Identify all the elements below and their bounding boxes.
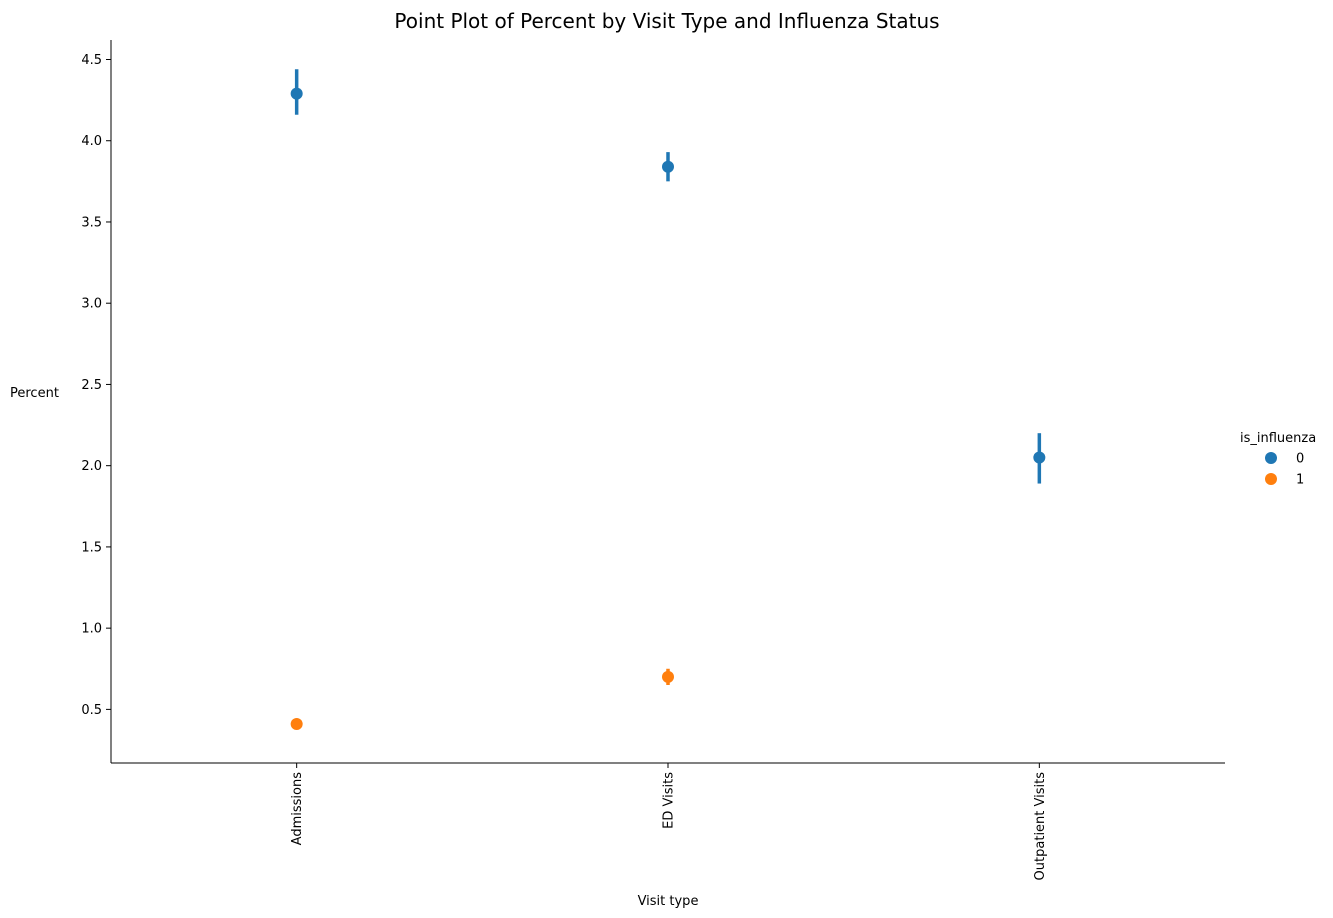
y-tick-label: 3.5	[81, 215, 102, 230]
y-tick-label: 0.5	[81, 703, 102, 718]
y-ticks: 0.5 1.0 1.5 2.0 2.5 3.0 3.5 4.0 4.5	[81, 53, 111, 718]
x-tick-label: Admissions	[290, 772, 305, 846]
plot-area: 0.5 1.0 1.5 2.0 2.5 3.0 3.5 4.0 4.5 Admissions ED…	[81, 40, 1225, 880]
chart-title: Point Plot of Percent by Visit Type and …	[394, 9, 939, 33]
x-tick-label: ED Visits	[662, 772, 677, 829]
legend-label: 1	[1296, 473, 1304, 488]
data-point	[1033, 451, 1046, 464]
data-marks	[290, 69, 1046, 731]
legend: is_influenza 01	[1240, 431, 1316, 488]
data-point	[662, 670, 674, 683]
legend-marker	[1265, 452, 1277, 464]
data-point	[290, 718, 303, 731]
legend-label: 0	[1296, 452, 1304, 467]
y-tick-label: 4.5	[81, 53, 102, 68]
y-tick-label: 2.0	[81, 459, 102, 474]
y-tick-label: 2.5	[81, 378, 102, 393]
y-axis-label: Percent	[10, 386, 59, 401]
y-tick-label: 1.0	[81, 622, 102, 637]
x-axis-label: Visit type	[638, 894, 699, 909]
y-tick-label: 1.5	[81, 540, 102, 555]
x-tick-label: Outpatient Visits	[1033, 772, 1048, 881]
legend-marker	[1265, 473, 1277, 485]
y-tick-label: 4.0	[81, 134, 102, 149]
data-point	[662, 160, 674, 173]
x-ticks: Admissions ED Visits Outpatient Visits	[290, 763, 1048, 880]
data-point	[290, 87, 303, 100]
legend-title: is_influenza	[1240, 431, 1316, 446]
y-tick-label: 3.0	[81, 297, 102, 312]
legend-items: 01	[1265, 452, 1304, 488]
